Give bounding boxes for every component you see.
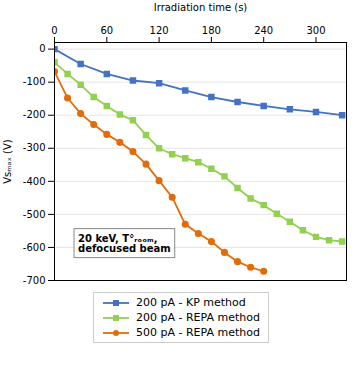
svg-text:-400: -400 (23, 176, 46, 187)
html-text:200 pA - KP method: 200 pA - KP method (136, 296, 246, 309)
svg-text:-700: -700 (23, 275, 46, 286)
svg-text:-500: -500 (23, 209, 46, 220)
svg-text:120: 120 (150, 25, 169, 36)
svg-text:Irradiation time (s): Irradiation time (s) (154, 2, 248, 13)
svg-text:60: 60 (100, 25, 113, 36)
svg-text:-200: -200 (23, 109, 46, 120)
html-text:200 pA - REPA method: 200 pA - REPA method (136, 311, 260, 324)
html-text:500 pA - REPA method: 500 pA - REPA method (136, 326, 260, 339)
svg-text:240: 240 (254, 25, 273, 36)
svg-text:20 keV, T°ᵣₒₒₘ,defocused beam: 20 keV, T°ᵣₒₒₘ,defocused beam (78, 233, 171, 254)
svg-text:-100: -100 (23, 76, 46, 87)
svg-text:-300: -300 (23, 142, 46, 153)
svg-text:0: 0 (39, 43, 45, 54)
svg-text:0: 0 (51, 25, 57, 36)
svg-text:300: 300 (306, 25, 325, 36)
svg-text:180: 180 (202, 25, 221, 36)
svg-text:-600: -600 (23, 242, 46, 253)
svg-text:Vsₘₐₓ (V): Vsₘₐₓ (V) (2, 139, 13, 184)
